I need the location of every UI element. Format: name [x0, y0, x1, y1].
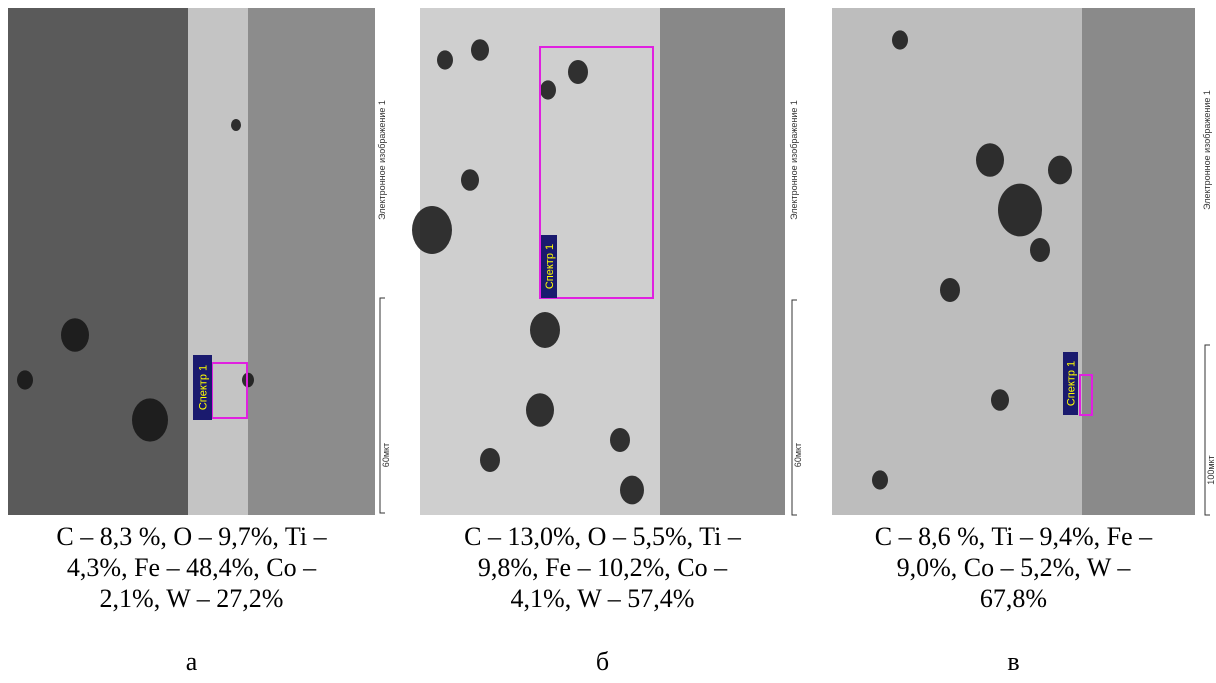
image-region	[832, 8, 1082, 515]
scale-label: 60мкт	[381, 443, 391, 467]
pore	[1048, 155, 1072, 185]
image-region	[660, 8, 785, 515]
pore	[132, 398, 168, 442]
pore	[976, 143, 1004, 177]
scale-bar	[1204, 344, 1210, 516]
pore	[17, 370, 33, 390]
panel-letter: б	[596, 647, 609, 676]
pore	[412, 206, 452, 254]
scale-bar	[379, 297, 385, 514]
caption-line: 4,3%, Fe – 48,4%, Co –	[67, 553, 317, 582]
panel: Спектр 1 Электронное изображение 1 60мкт C …	[412, 8, 803, 676]
pore	[1030, 238, 1050, 262]
image-region	[1082, 8, 1195, 515]
pore	[461, 169, 479, 191]
caption-line: 9,0%, Co – 5,2%, W –	[897, 553, 1132, 582]
spectrum-box	[539, 46, 654, 299]
image-region	[8, 8, 188, 515]
caption-line: 2,1%, W – 27,2%	[100, 584, 284, 613]
pore	[471, 39, 489, 61]
pore	[526, 393, 554, 427]
pore	[231, 119, 241, 131]
panel-letter: а	[186, 647, 198, 676]
panel: Спектр 1 Электронное изображение 1 100мкт C…	[832, 8, 1216, 676]
spectrum-label: Спектр 1	[544, 244, 556, 289]
image-region	[248, 8, 375, 515]
pore	[568, 60, 588, 84]
spectrum-tag	[193, 355, 212, 420]
pore	[610, 428, 630, 452]
image-label: Электронное изображение 1	[789, 100, 799, 220]
scale-label: 60мкт	[793, 443, 803, 467]
panel-letter: в	[1007, 647, 1019, 676]
spectrum-tag	[1063, 352, 1078, 415]
pore	[940, 278, 960, 302]
pore	[892, 30, 908, 50]
scale-bar	[791, 299, 797, 516]
caption-line: 67,8%	[980, 584, 1047, 613]
caption-line: C – 8,3 %, O – 9,7%, Ti –	[56, 522, 327, 551]
image-label: Электронное изображение 1	[377, 100, 387, 220]
pore	[872, 470, 888, 490]
scale-label: 100мкт	[1206, 455, 1216, 484]
pore	[991, 389, 1009, 411]
spectrum-label: Спектр 1	[198, 365, 210, 410]
pore	[480, 448, 500, 472]
pore	[620, 475, 644, 505]
image-label: Электронное изображение 1	[1202, 90, 1212, 210]
caption-line: 4,1%, W – 57,4%	[511, 584, 695, 613]
caption-line: C – 13,0%, O – 5,5%, Ti –	[464, 522, 742, 551]
pore	[530, 312, 560, 348]
pore	[998, 183, 1042, 237]
spectrum-tag	[541, 235, 557, 298]
pore	[61, 318, 89, 352]
spectrum-box	[1079, 374, 1093, 416]
pore	[540, 80, 556, 100]
image-region	[188, 8, 248, 515]
pore	[437, 50, 453, 70]
spectrum-label: Спектр 1	[1066, 361, 1078, 406]
caption-line: C – 8,6 %, Ti – 9,4%, Fe –	[875, 522, 1153, 551]
panel: Спектр 1 Электронное изображение 1 60мкт C …	[8, 8, 391, 676]
caption-line: 9,8%, Fe – 10,2%, Co –	[478, 553, 728, 582]
